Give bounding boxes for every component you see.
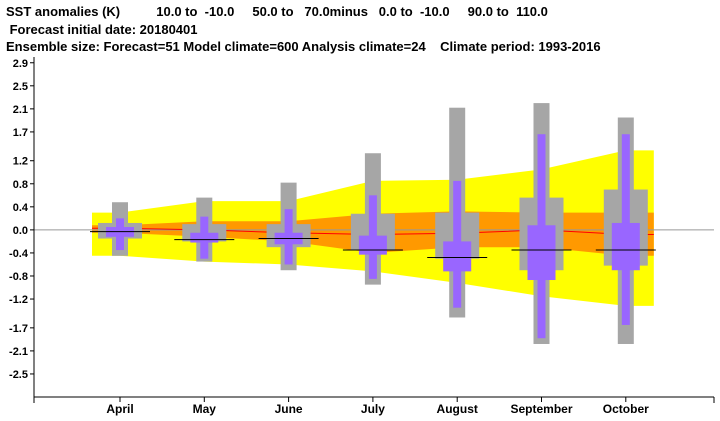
x-tick-label: July [361, 402, 385, 416]
ensemble-info: Ensemble size: Forecast=51 Model climate… [6, 39, 601, 54]
x-tick-label: September [510, 402, 572, 416]
y-tick-label: 2.1 [13, 104, 28, 116]
forecast-box [358, 235, 387, 255]
y-tick-label: 2.5 [13, 81, 28, 93]
y-tick-label: 0.8 [13, 179, 28, 191]
x-tick-label: October [603, 402, 649, 416]
y-tick-label: -0.4 [9, 248, 29, 260]
forecast-box [611, 222, 640, 271]
y-tick-label: -2.5 [9, 369, 28, 381]
y-tick-label: -2.1 [9, 346, 28, 358]
forecast-date: Forecast initial date: 20180401 [6, 22, 198, 37]
y-tick-label: 0.0 [13, 225, 28, 237]
x-tick-label: June [275, 402, 303, 416]
y-tick-label: -1.7 [9, 323, 28, 335]
y-tick-label: -1.2 [9, 294, 28, 306]
x-tick-label: August [437, 402, 478, 416]
forecast-box [190, 232, 219, 243]
y-tick-label: -0.8 [9, 271, 28, 283]
x-tick-label: April [106, 402, 133, 416]
forecast-box [527, 225, 556, 281]
x-tick-label: May [193, 402, 217, 416]
chart-title: SST anomalies (K) 10.0 to -10.0 50.0 to … [6, 4, 548, 19]
forecast-box [443, 241, 472, 272]
y-tick-label: 1.2 [13, 156, 28, 168]
y-tick-label: 0.4 [13, 202, 29, 214]
y-tick-label: 2.9 [13, 58, 28, 70]
y-tick-label: 1.7 [13, 127, 28, 139]
